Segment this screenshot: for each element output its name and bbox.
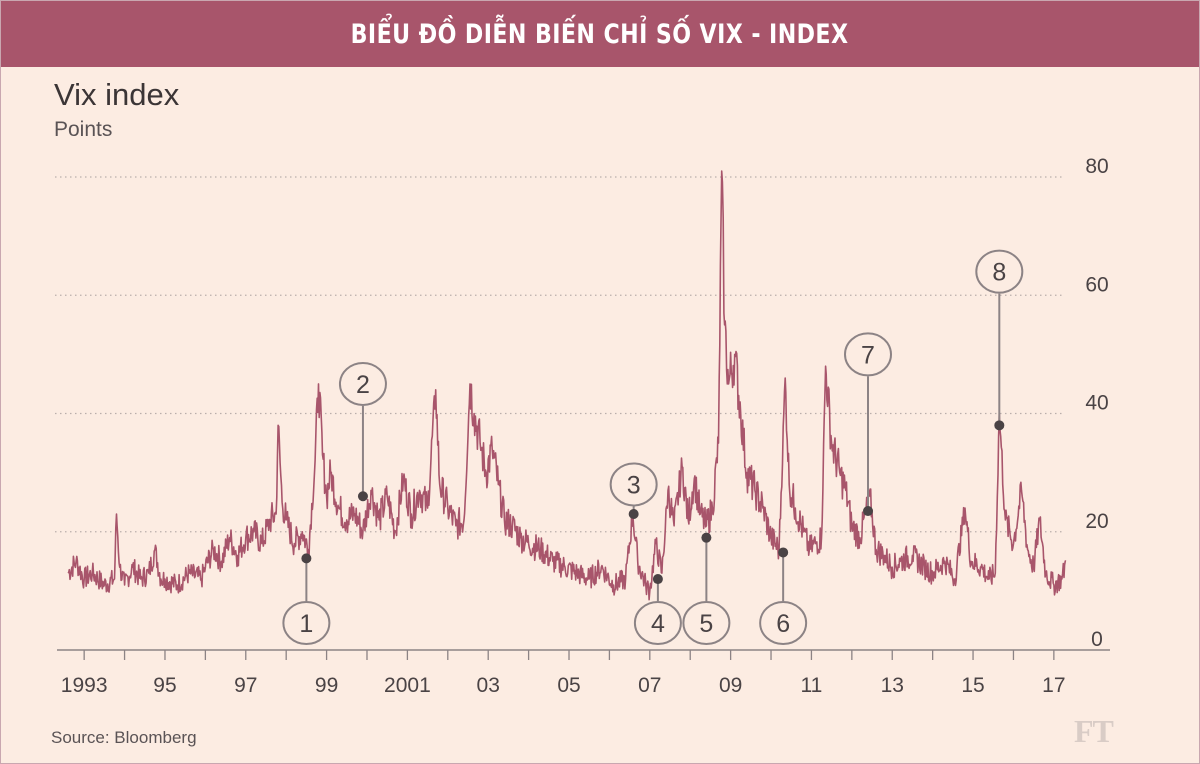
annotation-bubble-8 bbox=[975, 249, 1024, 294]
annotation-bubble-7 bbox=[844, 332, 892, 377]
grid-lines bbox=[55, 176, 1063, 533]
annotation-bubble-1 bbox=[282, 601, 331, 645]
annotation-dot-6 bbox=[778, 547, 789, 558]
x-tick-label-03: 03 bbox=[477, 674, 500, 697]
x-axis bbox=[57, 649, 1110, 660]
ft-logo: FT bbox=[1074, 713, 1114, 749]
x-tick-label-13: 13 bbox=[881, 674, 904, 697]
series-line-0 bbox=[67, 170, 1067, 601]
x-tick-label-15: 15 bbox=[961, 674, 984, 697]
y-tick-label-60: 60 bbox=[1085, 273, 1108, 296]
annotation-dot-2 bbox=[357, 491, 368, 502]
y-tick-label-0: 0 bbox=[1091, 628, 1103, 651]
banner-title: BIỂU ĐỒ DIỄN BIẾN CHỈ SỐ VIX - INDEX bbox=[351, 18, 849, 50]
annotation-dot-7 bbox=[863, 506, 873, 517]
annotation-bubble-2 bbox=[338, 361, 387, 406]
x-tick-label-99: 99 bbox=[315, 674, 338, 697]
series-layer bbox=[67, 170, 1067, 601]
annotation-label-1: 1 bbox=[299, 610, 313, 638]
annotation-label-6: 6 bbox=[776, 610, 790, 638]
annotation-dot-8 bbox=[994, 420, 1005, 431]
annotation-bubble-4 bbox=[633, 601, 682, 645]
annotation-bubble-3 bbox=[609, 462, 658, 507]
x-tick-label-1993: 1993 bbox=[61, 674, 108, 697]
annotation-dot-5 bbox=[701, 532, 712, 543]
y-tick-label-20: 20 bbox=[1085, 510, 1108, 533]
annotation-label-4: 4 bbox=[651, 610, 665, 638]
annotation-label-7: 7 bbox=[861, 341, 875, 369]
annotations: 1 2 3 4 5 6 7 8 bbox=[282, 249, 1024, 645]
y-tick-label-80: 80 bbox=[1085, 155, 1108, 178]
source-note: Source: Bloomberg bbox=[51, 728, 197, 747]
annotation-label-5: 5 bbox=[699, 610, 713, 638]
annotation-dot-4 bbox=[652, 574, 663, 585]
x-tick-label-05: 05 bbox=[557, 674, 580, 697]
x-tick-label-09: 09 bbox=[719, 674, 742, 697]
annotation-dot-3 bbox=[628, 509, 639, 520]
x-tick-label-11: 11 bbox=[801, 674, 823, 697]
annotation-label-2: 2 bbox=[356, 371, 370, 399]
y-tick-label-40: 40 bbox=[1085, 392, 1108, 415]
x-tick-label-95: 95 bbox=[153, 674, 176, 697]
annotation-label-3: 3 bbox=[627, 471, 641, 499]
annotation-dot-1 bbox=[301, 553, 312, 564]
chart-title: Vix index bbox=[54, 77, 180, 112]
x-tick-label-2001: 2001 bbox=[384, 674, 431, 697]
annotation-label-8: 8 bbox=[992, 259, 1006, 287]
y-axis-unit: Points bbox=[54, 118, 113, 141]
banner: BIỂU ĐỒ DIỄN BIẾN CHỈ SỐ VIX - INDEX bbox=[1, 1, 1199, 67]
annotation-bubble-6 bbox=[759, 601, 808, 645]
x-tick-label-17: 17 bbox=[1042, 674, 1065, 697]
annotation-bubble-5 bbox=[682, 601, 731, 645]
x-tick-label-07: 07 bbox=[638, 674, 661, 697]
x-tick-label-97: 97 bbox=[234, 674, 257, 697]
